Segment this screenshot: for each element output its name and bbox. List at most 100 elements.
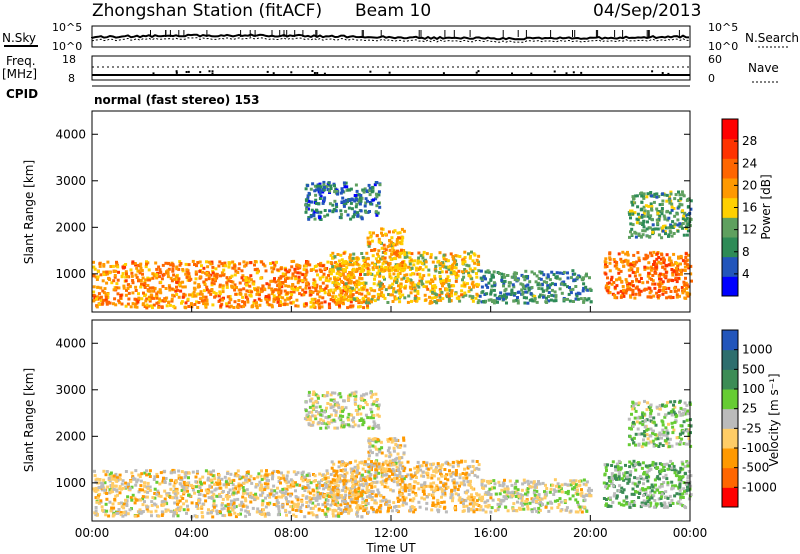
power-cell bbox=[444, 280, 448, 284]
velocity-cell bbox=[296, 498, 300, 502]
power-cell bbox=[667, 198, 671, 202]
power-cell bbox=[461, 278, 464, 282]
power-cell bbox=[663, 230, 667, 234]
power-cell bbox=[517, 290, 521, 294]
power-cell bbox=[178, 260, 182, 264]
velocity-cell bbox=[355, 511, 359, 515]
power-cell bbox=[338, 304, 341, 308]
velocity-cell bbox=[366, 510, 370, 514]
velocity-cell bbox=[364, 482, 368, 486]
power-cell bbox=[684, 218, 687, 222]
power-cell bbox=[689, 199, 693, 203]
power-cell bbox=[187, 305, 191, 308]
power-cell bbox=[660, 203, 664, 206]
power-cell bbox=[387, 230, 391, 234]
power-cell bbox=[100, 302, 104, 306]
power-cell bbox=[158, 297, 161, 301]
power-cell bbox=[283, 279, 287, 283]
power-cell bbox=[328, 209, 332, 213]
velocity-cell bbox=[185, 511, 188, 515]
power-cell bbox=[495, 297, 499, 300]
power-cell bbox=[99, 286, 103, 290]
power-cell bbox=[120, 302, 124, 306]
power-cell bbox=[191, 292, 195, 296]
velocity-cell bbox=[402, 469, 406, 473]
velocity-cell bbox=[271, 471, 275, 475]
power-cell bbox=[290, 276, 294, 280]
power-cell bbox=[152, 303, 156, 307]
velocity-cell bbox=[342, 463, 346, 467]
velocity-cell bbox=[277, 476, 281, 480]
velocity-cell bbox=[262, 508, 265, 512]
velocity-cell bbox=[126, 485, 130, 489]
nave-point bbox=[511, 72, 513, 75]
velocity-cell bbox=[377, 465, 381, 469]
power-cell bbox=[335, 299, 339, 303]
power-cell bbox=[338, 277, 341, 281]
power-cell bbox=[318, 277, 322, 281]
power-cell bbox=[174, 289, 178, 293]
power-cell bbox=[313, 284, 317, 288]
velocity-cell bbox=[373, 499, 377, 503]
power-cell bbox=[131, 291, 135, 295]
beam-label: Beam 10 bbox=[355, 1, 431, 21]
power-cell bbox=[433, 284, 437, 288]
velocity-cell bbox=[385, 467, 389, 471]
power-cell bbox=[279, 267, 283, 271]
velocity-cell bbox=[432, 469, 436, 473]
power-cell bbox=[307, 199, 311, 203]
velocity-cell bbox=[329, 473, 333, 476]
velocity-cell bbox=[152, 502, 156, 506]
velocity-cell bbox=[354, 501, 358, 505]
velocity-cell bbox=[355, 470, 359, 474]
power-cell bbox=[335, 302, 339, 306]
power-cell bbox=[608, 252, 612, 256]
power-cell bbox=[305, 282, 308, 286]
power-cell bbox=[683, 269, 687, 272]
power-cell bbox=[524, 284, 528, 288]
freq-right-tick-top: 60 bbox=[708, 53, 722, 66]
power-cell bbox=[158, 268, 162, 272]
power-cell bbox=[97, 292, 101, 296]
velocity-cell bbox=[109, 475, 113, 479]
velocity-cell bbox=[396, 474, 400, 478]
velocity-cell bbox=[423, 482, 426, 486]
velocity-cell bbox=[244, 478, 248, 482]
velocity-cell bbox=[525, 488, 529, 492]
power-cell bbox=[447, 283, 451, 287]
power-cell bbox=[369, 235, 373, 239]
power-cell bbox=[227, 265, 231, 269]
velocity-cell bbox=[434, 466, 438, 470]
velocity-cell bbox=[201, 475, 205, 479]
velocity-cell bbox=[460, 459, 464, 463]
power-cell bbox=[685, 283, 689, 287]
velocity-cell bbox=[384, 469, 388, 473]
power-cell bbox=[315, 283, 319, 287]
velocity-cell bbox=[288, 494, 292, 498]
power-cell bbox=[332, 207, 336, 211]
velocity-cell bbox=[96, 513, 99, 517]
power-cell bbox=[323, 267, 327, 271]
velocity-cell bbox=[390, 509, 394, 513]
velocity-cell bbox=[296, 505, 300, 509]
velocity-cell bbox=[412, 506, 416, 509]
power-cell bbox=[279, 283, 283, 287]
power-cell bbox=[372, 282, 376, 286]
power-cell bbox=[681, 222, 685, 225]
velocity-cell bbox=[493, 482, 497, 486]
velocity-cell bbox=[580, 488, 583, 492]
velocity-cell bbox=[104, 502, 108, 506]
power-cell bbox=[250, 305, 254, 309]
power-cell bbox=[387, 286, 391, 290]
velocity-cell bbox=[413, 474, 417, 477]
power-cell bbox=[636, 267, 640, 271]
velocity-cell bbox=[442, 483, 446, 487]
power-cell bbox=[287, 284, 290, 288]
power-cell bbox=[396, 268, 399, 272]
velocity-cell bbox=[141, 497, 145, 501]
velocity-cell bbox=[351, 498, 355, 502]
power-cell bbox=[384, 288, 388, 292]
power-cell bbox=[655, 195, 659, 199]
power-cell bbox=[158, 299, 162, 303]
power-cell bbox=[357, 299, 361, 303]
